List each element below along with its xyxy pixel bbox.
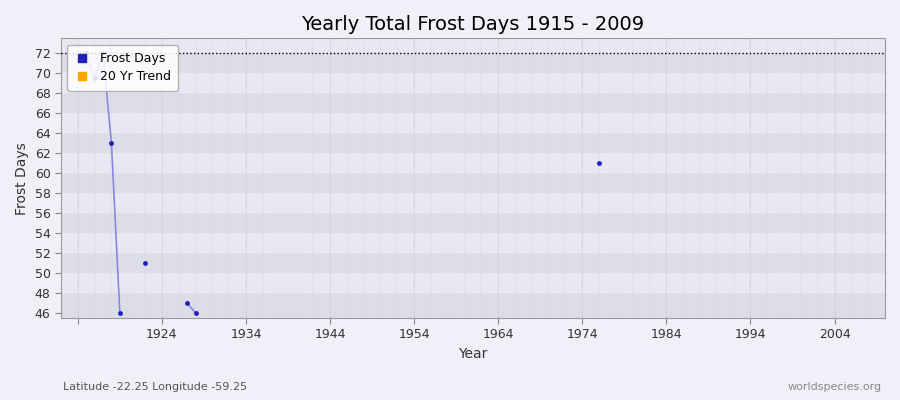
Y-axis label: Frost Days: Frost Days — [15, 142, 29, 214]
Bar — [61, 173, 885, 193]
Bar — [61, 273, 885, 293]
Text: worldspecies.org: worldspecies.org — [788, 382, 882, 392]
Bar — [61, 233, 885, 253]
Bar — [61, 93, 885, 113]
Bar — [61, 133, 885, 153]
Bar — [61, 113, 885, 133]
X-axis label: Year: Year — [458, 347, 488, 361]
Text: Latitude -22.25 Longitude -59.25: Latitude -22.25 Longitude -59.25 — [63, 382, 248, 392]
Title: Yearly Total Frost Days 1915 - 2009: Yearly Total Frost Days 1915 - 2009 — [302, 15, 644, 34]
Bar — [61, 33, 885, 53]
Bar — [61, 153, 885, 173]
Bar — [61, 213, 885, 233]
Bar — [61, 313, 885, 318]
Bar — [61, 253, 885, 273]
Bar — [61, 193, 885, 213]
Bar — [61, 73, 885, 93]
Legend: Frost Days, 20 Yr Trend: Frost Days, 20 Yr Trend — [68, 44, 178, 90]
Bar — [61, 53, 885, 73]
Bar — [61, 293, 885, 313]
